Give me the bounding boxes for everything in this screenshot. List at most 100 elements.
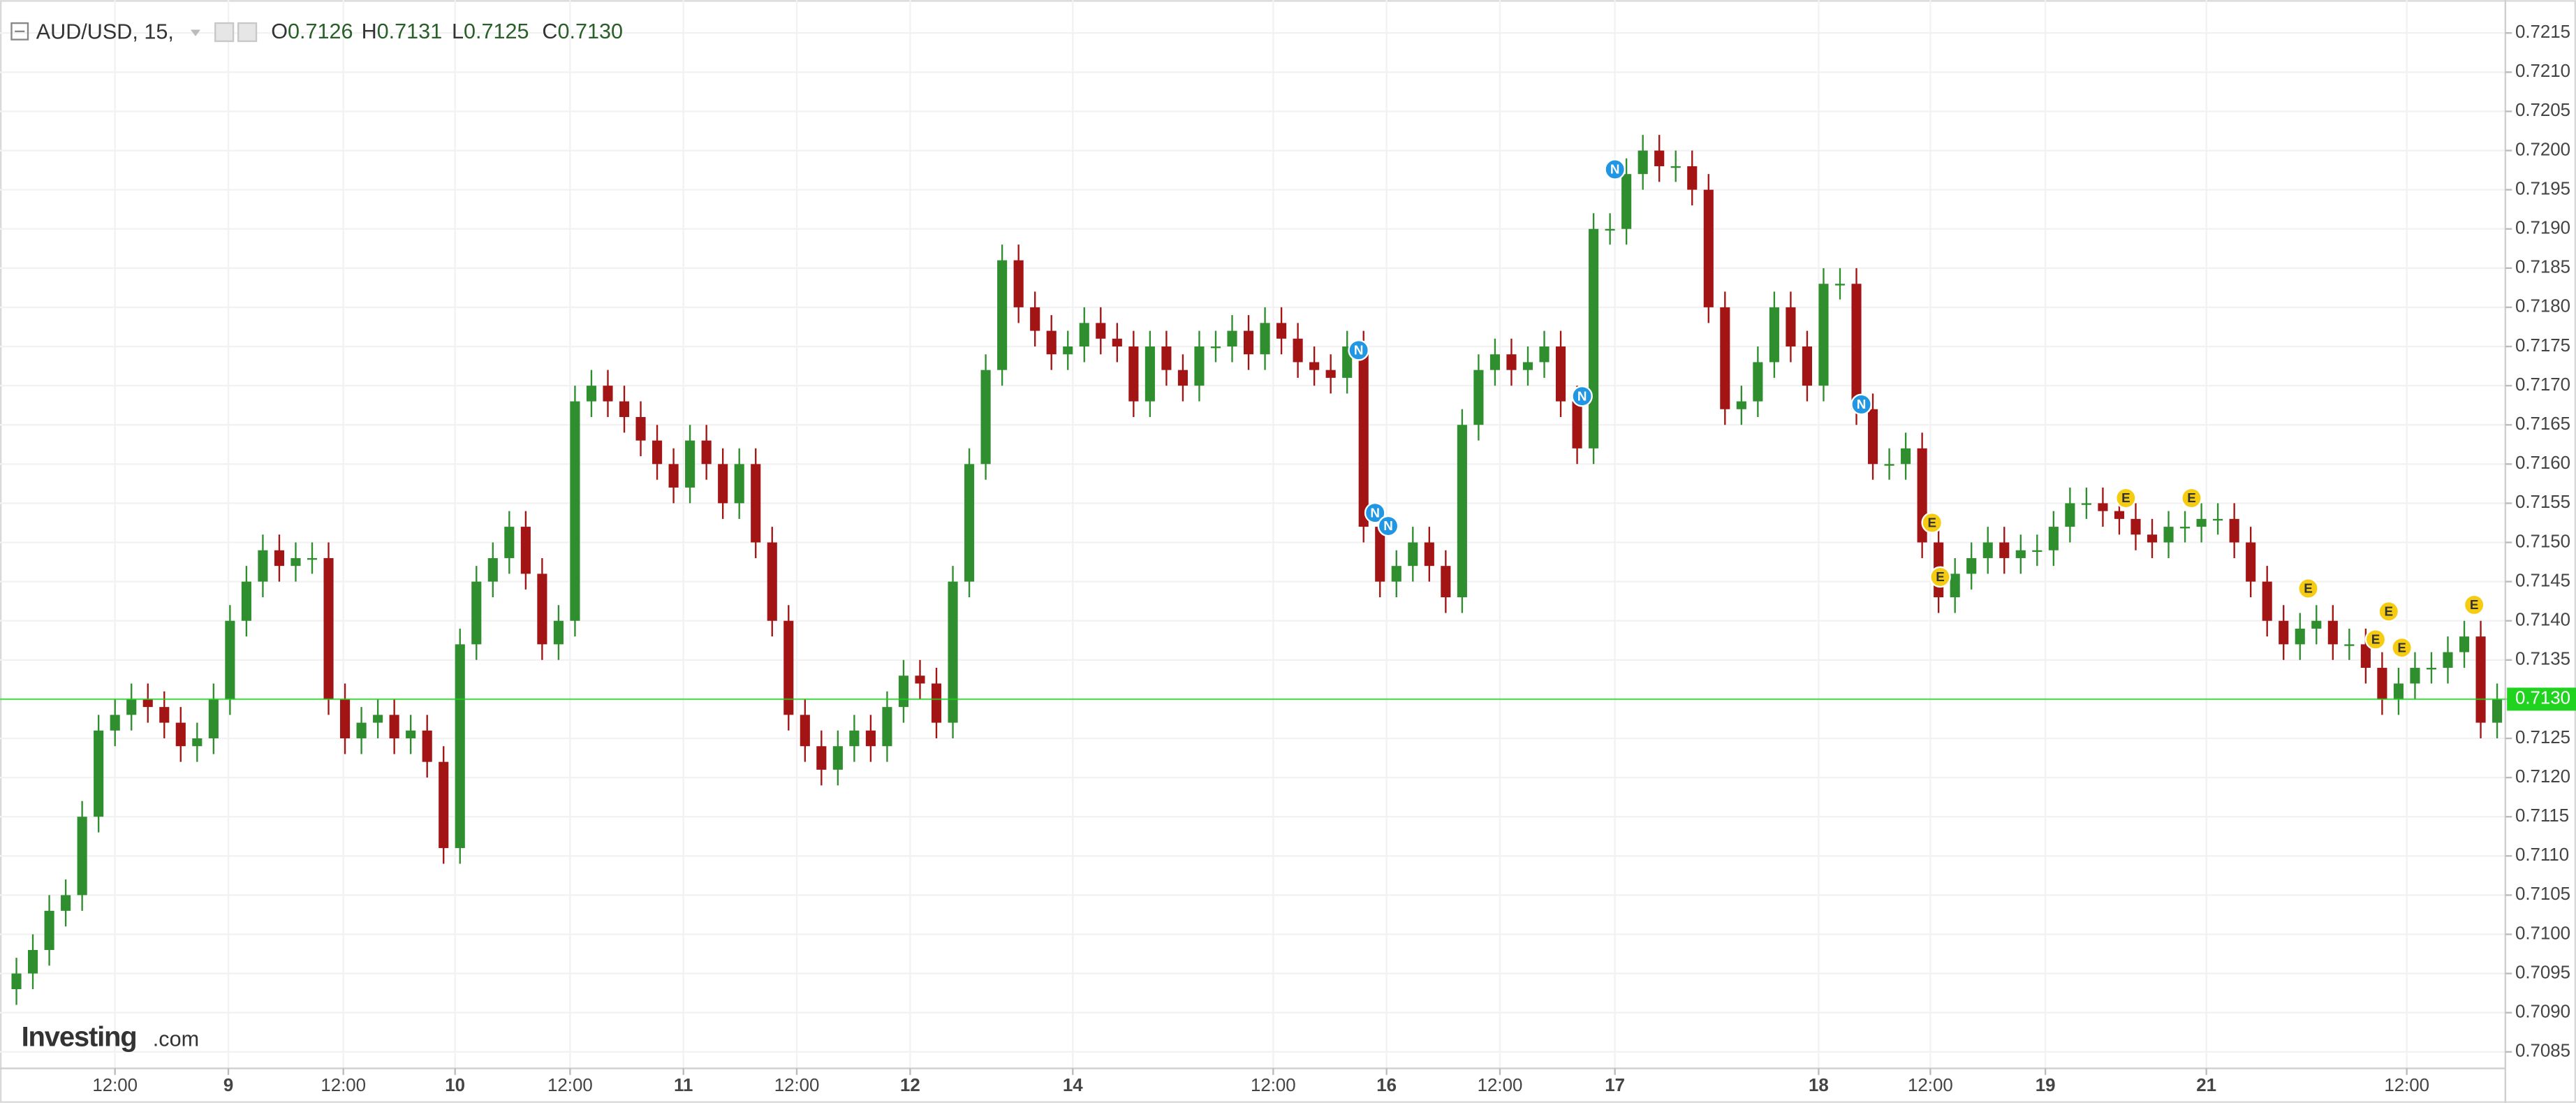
x-tick-label: 12:00 (1251, 1076, 1296, 1095)
candle-body (2048, 527, 2059, 550)
candle-body (11, 973, 22, 990)
candle-body (373, 715, 383, 723)
event-marker[interactable] (2115, 487, 2137, 509)
candle-body (2443, 652, 2453, 669)
event-marker[interactable] (1604, 159, 1626, 180)
x-tick-label: 11 (674, 1076, 693, 1095)
x-tick-label: 12:00 (774, 1076, 820, 1095)
x-tick-label: 12:00 (1478, 1076, 1523, 1095)
candle-body (1096, 323, 1106, 339)
candle-body (1982, 542, 1993, 558)
event-marker[interactable] (1364, 502, 1386, 524)
y-tick-label: 0.7150 (2515, 532, 2570, 551)
candle-body (290, 557, 301, 567)
candle-body (1589, 228, 1599, 448)
candle-body (1834, 284, 1846, 286)
event-label: E (2371, 632, 2380, 647)
candle-body (931, 683, 942, 723)
candle-body (767, 542, 777, 621)
event-label: N (1370, 505, 1380, 520)
event-marker[interactable] (2364, 629, 2387, 650)
ohlc-value: 0.7126 (288, 20, 353, 43)
y-tick-label: 0.7100 (2515, 923, 2570, 943)
settings-icon[interactable] (214, 22, 235, 43)
x-tick-label: 12 (900, 1076, 920, 1095)
candle-body (2147, 534, 2158, 543)
candle-body (652, 440, 663, 465)
candle-body (1703, 189, 1714, 307)
candle-body (1867, 409, 1878, 465)
candle-body (192, 738, 203, 747)
ohlc-value: 0.7125 (464, 20, 529, 43)
event-marker[interactable] (2463, 594, 2485, 616)
candle-body (1128, 346, 1139, 402)
candle-body (126, 699, 137, 715)
candle-body (1720, 307, 1730, 409)
ohlc-value: 0.7130 (557, 20, 623, 43)
event-label: N (1354, 342, 1364, 357)
event-marker[interactable] (1571, 385, 1593, 407)
event-marker[interactable] (2181, 487, 2202, 509)
candle-body (504, 527, 515, 558)
candle-body (570, 401, 580, 621)
event-marker[interactable] (2391, 636, 2413, 659)
event-label: E (2187, 490, 2196, 505)
event-marker[interactable] (1850, 393, 1872, 416)
symbol-title: AUD/USD, 15, (36, 20, 174, 43)
candle-body (1408, 542, 1418, 567)
candle-body (323, 557, 334, 699)
y-tick-label: 0.7175 (2515, 336, 2570, 356)
candle-body (2213, 518, 2223, 521)
candle-body (2196, 518, 2207, 527)
y-tick-label: 0.7200 (2515, 140, 2570, 159)
collapse-button[interactable] (10, 22, 29, 41)
candle-body (175, 722, 186, 747)
candle-body (2492, 699, 2503, 723)
ohlc-item: H0.7131 (362, 20, 443, 43)
close-icon[interactable] (237, 22, 258, 43)
event-marker[interactable] (2297, 578, 2319, 599)
event-marker[interactable] (1377, 515, 1399, 537)
symbol-dropdown[interactable] (190, 29, 201, 36)
candle-body (159, 707, 170, 723)
candle-body (537, 574, 547, 645)
candle-body (110, 715, 120, 731)
candle-body (2229, 518, 2239, 543)
ohlc-value: 0.7131 (377, 20, 443, 43)
event-label: E (2385, 604, 2394, 619)
candle-body (44, 910, 54, 950)
candle-body (553, 620, 564, 645)
candle-body (1522, 362, 1533, 370)
candle-body (882, 707, 892, 747)
last-price-label: 0.7130 (2515, 689, 2570, 708)
grid (0, 0, 2505, 1069)
candle-body (27, 949, 38, 974)
candle-body (1457, 425, 1467, 598)
candle-body (2114, 511, 2125, 519)
candle-body (2393, 683, 2404, 699)
y-tick-label: 0.7085 (2515, 1042, 2570, 1061)
event-marker[interactable] (1348, 339, 1369, 361)
candle-body (1950, 574, 1960, 598)
candle-body (2360, 644, 2371, 669)
y-tick-label: 0.7105 (2515, 884, 2570, 904)
candle-body (1802, 346, 1813, 386)
y-tick-label: 0.7170 (2515, 375, 2570, 395)
candle-body (619, 401, 630, 417)
candle-body (1473, 370, 1484, 425)
candle-body (487, 557, 498, 582)
ohlc-item: L0.7125 (452, 20, 529, 43)
y-tick-label: 0.7120 (2515, 767, 2570, 787)
candle-body (1506, 354, 1517, 370)
event-marker[interactable] (1929, 566, 1951, 588)
y-tick-label: 0.7090 (2515, 1002, 2570, 1022)
x-tick-label: 17 (1605, 1076, 1625, 1095)
candle-body (816, 746, 827, 770)
event-marker[interactable] (2378, 601, 2400, 622)
event-label: N (1610, 162, 1620, 177)
y-tick-label: 0.7155 (2515, 492, 2570, 512)
event-marker[interactable] (1921, 512, 1943, 534)
ohlc-key: O (271, 20, 288, 43)
